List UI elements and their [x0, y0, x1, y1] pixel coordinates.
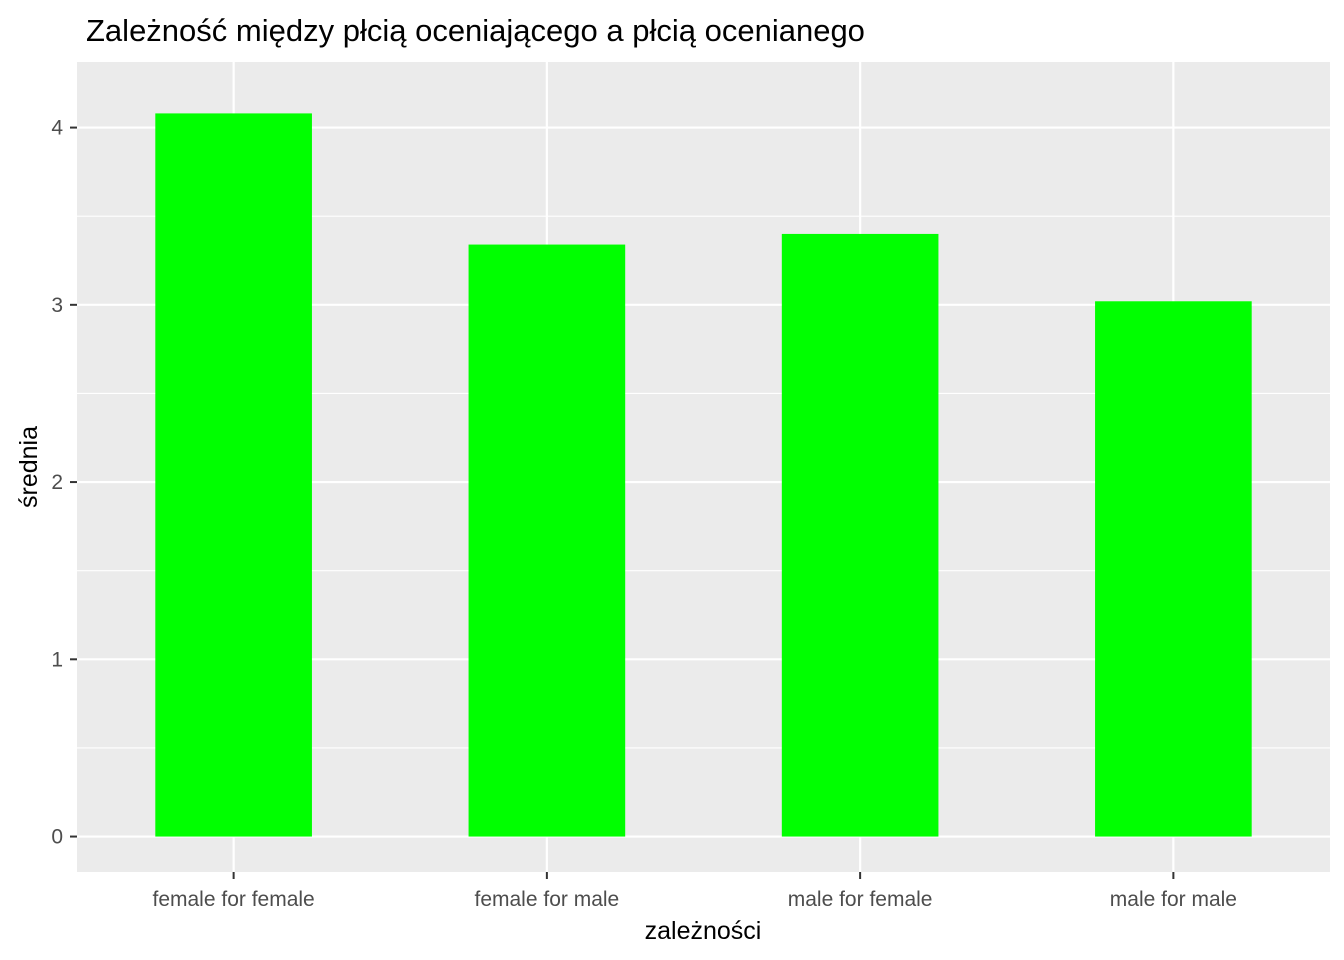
chart-title: Zależność między płcią oceniającego a pł… [86, 13, 865, 48]
x-tick-label: male for male [1110, 888, 1237, 911]
bar-female-for-female [155, 113, 312, 837]
x-tick-label: female for female [153, 888, 315, 911]
y-tick-label: 3 [51, 294, 63, 317]
y-tick-label: 0 [51, 826, 63, 849]
y-tick-label: 4 [51, 117, 63, 140]
bar-male-for-female [781, 233, 939, 837]
bar-male-for-male [1095, 301, 1252, 837]
bar-female-for-male [468, 244, 626, 837]
x-axis: female for female female for male male for… [153, 872, 1237, 911]
y-axis-title: średnia [15, 426, 43, 508]
x-tick-label: female for male [475, 888, 620, 911]
y-tick-label: 2 [51, 471, 63, 494]
x-axis-title: zależności [645, 917, 762, 945]
x-tick-label: male for female [788, 888, 933, 911]
y-tick-label: 1 [51, 648, 63, 671]
y-axis: 0 1 2 3 4 [51, 117, 77, 849]
bars [155, 113, 1252, 837]
